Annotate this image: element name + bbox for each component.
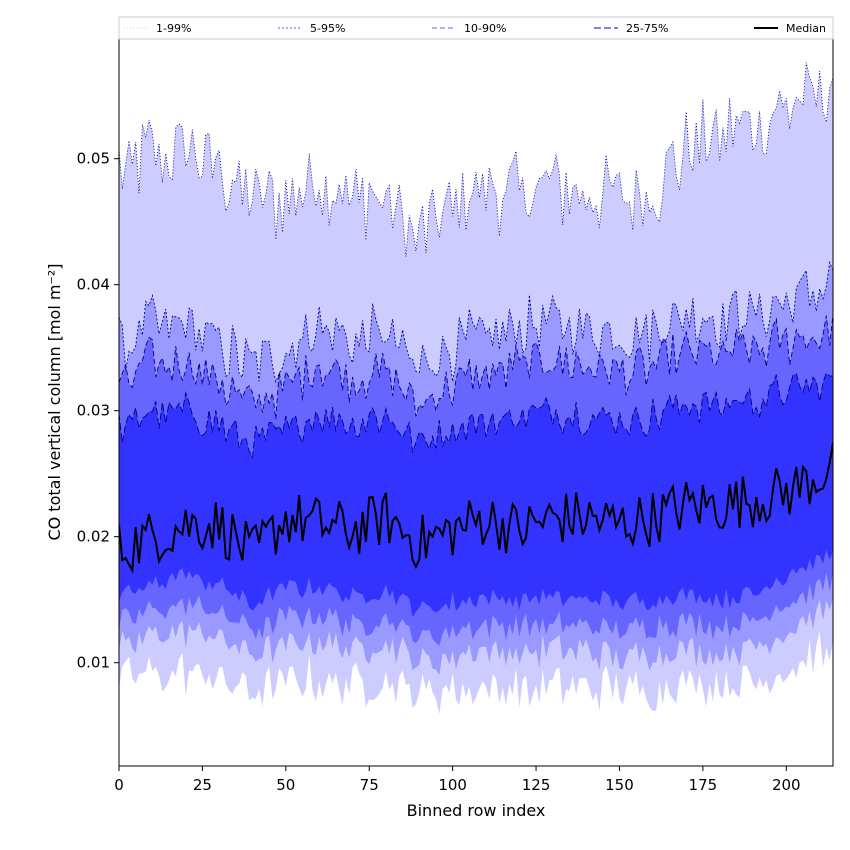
x-tick-label: 100 xyxy=(438,776,467,794)
line-95-percentile xyxy=(119,260,833,384)
x-tick-label: 0 xyxy=(114,776,124,794)
x-axis-label: Binned row index xyxy=(407,801,546,820)
legend-label-10-90: 10-90% xyxy=(464,22,506,35)
legend: 1-99% 5-95% 10-90% 25-75% Median xyxy=(118,16,834,40)
y-tick-label: 0.03 xyxy=(77,402,110,420)
median-line xyxy=(119,442,833,574)
x-tick-label: 25 xyxy=(193,776,212,794)
x-tick-label: 125 xyxy=(522,776,551,794)
y-axis-label: CO total vertical column [mol m⁻²] xyxy=(45,263,64,540)
x-axis: 0 25 50 75 100 125 150 175 200 xyxy=(114,766,801,794)
y-tick-label: 0.02 xyxy=(77,528,110,546)
x-tick-label: 200 xyxy=(772,776,801,794)
x-tick-label: 50 xyxy=(276,776,295,794)
x-tick-label: 75 xyxy=(360,776,379,794)
y-tick-label: 0.04 xyxy=(77,276,110,294)
band-25-75 xyxy=(119,373,833,618)
lines-layer xyxy=(119,62,833,574)
legend-frame xyxy=(118,16,834,40)
y-tick-label: 0.01 xyxy=(77,654,110,672)
legend-label-median: Median xyxy=(786,22,826,35)
legend-label-5-95: 5-95% xyxy=(310,22,345,35)
x-tick-label: 175 xyxy=(689,776,718,794)
y-axis: 0.01 0.02 0.03 0.04 0.05 xyxy=(77,150,119,672)
legend-label-25-75: 25-75% xyxy=(626,22,668,35)
line-99-percentile xyxy=(119,62,833,257)
line-90-percentile xyxy=(119,313,833,420)
legend-label-1-99: 1-99% xyxy=(156,22,191,35)
y-tick-label: 0.05 xyxy=(77,150,110,168)
x-tick-label: 150 xyxy=(605,776,634,794)
